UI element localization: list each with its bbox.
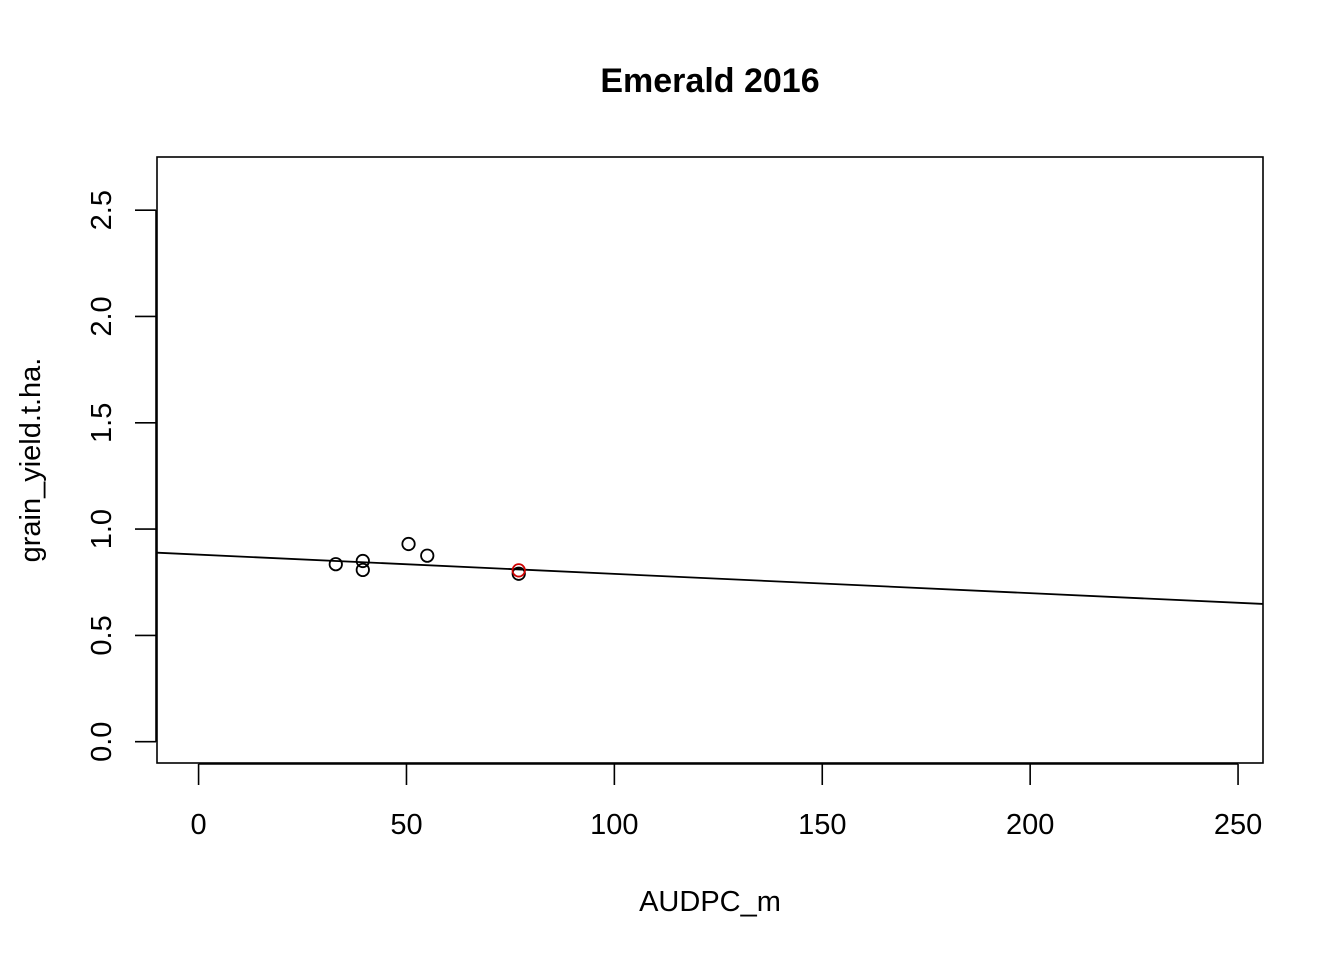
x-tick-label: 50 — [390, 809, 422, 841]
plot-frame — [156, 156, 1264, 764]
y-tick-label: 1.5 — [86, 403, 118, 443]
regression-line — [156, 551, 1264, 605]
data-point — [328, 557, 343, 572]
regression-line-group — [156, 551, 1264, 605]
x-tick-label: 0 — [191, 809, 207, 841]
x-axis: 0 50 100 150 200 250 — [191, 763, 1262, 841]
y-tick-label: 1.0 — [86, 509, 118, 549]
x-tick-label: 100 — [590, 809, 638, 841]
data-point — [355, 553, 370, 569]
y-tick-label: 2.0 — [86, 296, 118, 336]
chart-title: Emerald 2016 — [600, 62, 819, 100]
y-axis: 0.0 0.5 1.0 1.5 2.0 2.5 — [86, 190, 157, 762]
data-point — [511, 563, 526, 578]
y-tick-label: 0.0 — [86, 722, 118, 762]
data-point — [420, 548, 435, 563]
data-point — [355, 562, 370, 578]
x-tick-label: 200 — [1006, 809, 1054, 841]
y-tick-label: 2.5 — [86, 190, 118, 230]
y-axis-label: grain_yield.t.ha. — [15, 358, 47, 563]
data-points — [328, 536, 526, 581]
x-tick-label: 250 — [1214, 809, 1262, 841]
data-point — [401, 536, 416, 552]
x-tick-label: 150 — [798, 809, 846, 841]
x-axis-label: AUDPC_m — [639, 886, 781, 918]
y-tick-label: 0.5 — [86, 615, 118, 655]
